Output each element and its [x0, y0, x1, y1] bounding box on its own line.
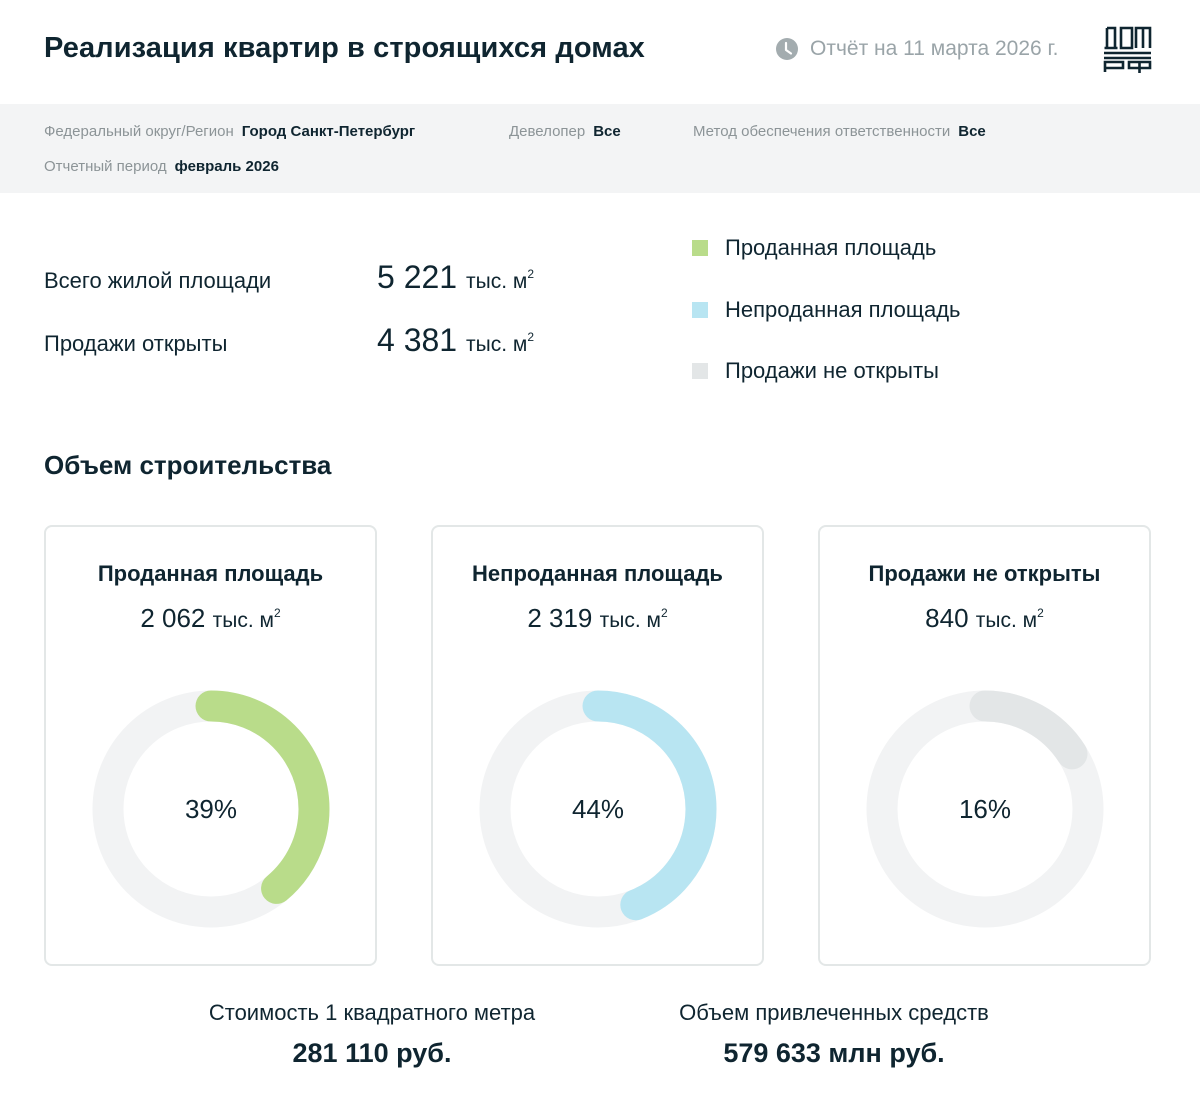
summary-open-label: Продажи открыты — [44, 331, 228, 356]
stat-price-label: Стоимость 1 квадратного метра — [208, 1000, 536, 1025]
donut-percent: 44% — [571, 793, 625, 824]
donut-percent: 16% — [958, 793, 1012, 824]
dom-rf-logo-icon — [1103, 26, 1152, 73]
filter-period[interactable]: Отчетный период февраль 2026 — [44, 158, 279, 175]
card-not-open: Продажи не открыты 840 тыс. м2 16% — [818, 525, 1151, 966]
filter-region[interactable]: Федеральный округ/Регион Город Санкт-Пет… — [44, 123, 415, 140]
summary-total-sup: 2 — [527, 267, 534, 281]
legend-item-sold: Проданная площадь — [692, 230, 961, 266]
section-title: Объем строительства — [44, 450, 332, 480]
summary-total-unit: тыс. м — [465, 270, 528, 293]
legend-swatch-not-open — [692, 363, 708, 379]
summary-open-unit: тыс. м — [465, 333, 528, 356]
filter-developer[interactable]: Девелопер Все — [509, 123, 621, 140]
legend-item-unsold: Непроданная площадь — [692, 292, 961, 328]
donut-arc — [866, 690, 1104, 928]
card-sold: Проданная площадь 2 062 тыс. м2 39% — [44, 525, 377, 966]
card-unsold: Непроданная площадь 2 319 тыс. м2 44% — [431, 525, 764, 966]
donut-arc — [479, 690, 717, 928]
filter-region-label: Федеральный округ/Регион — [44, 123, 234, 140]
card-title: Продажи не открыты — [868, 561, 1101, 586]
summary-total-value: 5 221 тыс. м2 — [377, 259, 534, 296]
clock-icon — [776, 38, 798, 60]
legend: Проданная площадь Непроданная площадь Пр… — [692, 230, 961, 415]
card-title: Непроданная площадь — [472, 561, 723, 586]
legend-label-unsold: Непроданная площадь — [725, 296, 961, 322]
summary-total-label: Всего жилой площади — [44, 268, 272, 293]
filter-developer-label: Девелопер — [509, 123, 586, 140]
report-date: Отчёт на 11 марта 2026 г. — [776, 37, 1058, 61]
donut-arc — [92, 690, 330, 928]
filter-method-value[interactable]: Все — [958, 123, 986, 140]
card-value-unit: тыс. м — [599, 609, 661, 632]
card-value-number: 2 062 — [140, 603, 206, 633]
legend-label-sold: Проданная площадь — [725, 235, 937, 260]
donut-chart — [92, 690, 330, 928]
card-value: 2 319 тыс. м2 — [433, 603, 762, 634]
summary-open-number: 4 381 — [377, 322, 458, 358]
filter-method[interactable]: Метод обеспечения ответственности Все — [693, 123, 986, 140]
summary-open: Продажи открыты 4 381 тыс. м2 — [44, 322, 534, 359]
summary-open-value: 4 381 тыс. м2 — [377, 322, 534, 359]
filter-method-label: Метод обеспечения ответственности — [693, 123, 951, 140]
filter-period-label: Отчетный период — [44, 158, 167, 175]
card-value-sup: 2 — [1037, 606, 1044, 620]
page-title: Реализация квартир в строящихся домах — [44, 32, 645, 64]
card-value-unit: тыс. м — [975, 609, 1038, 632]
card-value-number: 840 — [925, 603, 969, 633]
report-date-text: Отчёт на 11 марта 2026 г. — [810, 37, 1059, 60]
card-value: 840 тыс. м2 — [820, 603, 1149, 634]
donut-chart — [866, 690, 1104, 928]
legend-swatch-unsold — [692, 301, 708, 318]
header: Реализация квартир в строящихся домах От… — [0, 0, 1200, 104]
filter-region-value[interactable]: Город Санкт-Петербург — [241, 123, 416, 140]
legend-label-not-open: Продажи не открыты — [725, 358, 939, 383]
summary-total: Всего жилой площади 5 221 тыс. м2 — [44, 259, 534, 296]
card-title: Проданная площадь — [97, 561, 324, 586]
summary-total-number: 5 221 — [377, 259, 458, 295]
filter-developer-value[interactable]: Все — [593, 123, 621, 140]
summary-open-sup: 2 — [527, 330, 534, 344]
filter-bar: Федеральный округ/Регион Город Санкт-Пет… — [0, 104, 1200, 193]
card-value-number: 2 319 — [527, 603, 593, 633]
card-value-sup: 2 — [273, 606, 281, 620]
stat-price-per-sqm: Стоимость 1 квадратного метра 281 110 ру… — [142, 1000, 602, 1069]
card-value-sup: 2 — [660, 606, 668, 620]
legend-item-not-open: Продажи не открыты — [692, 353, 961, 389]
card-value-unit: тыс. м — [212, 609, 274, 632]
legend-swatch-sold — [692, 240, 708, 256]
stat-price-value: 281 110 руб. — [292, 1038, 452, 1068]
filter-period-value[interactable]: февраль 2026 — [174, 158, 279, 175]
stat-funds-value: 579 633 млн руб. — [723, 1038, 945, 1068]
donut-percent: 39% — [184, 793, 238, 824]
stat-raised-funds: Объем привлеченных средств 579 633 млн р… — [604, 1000, 1064, 1069]
donut-chart — [479, 690, 717, 928]
card-value: 2 062 тыс. м2 — [46, 603, 375, 634]
stat-funds-label: Объем привлеченных средств — [679, 1000, 989, 1025]
